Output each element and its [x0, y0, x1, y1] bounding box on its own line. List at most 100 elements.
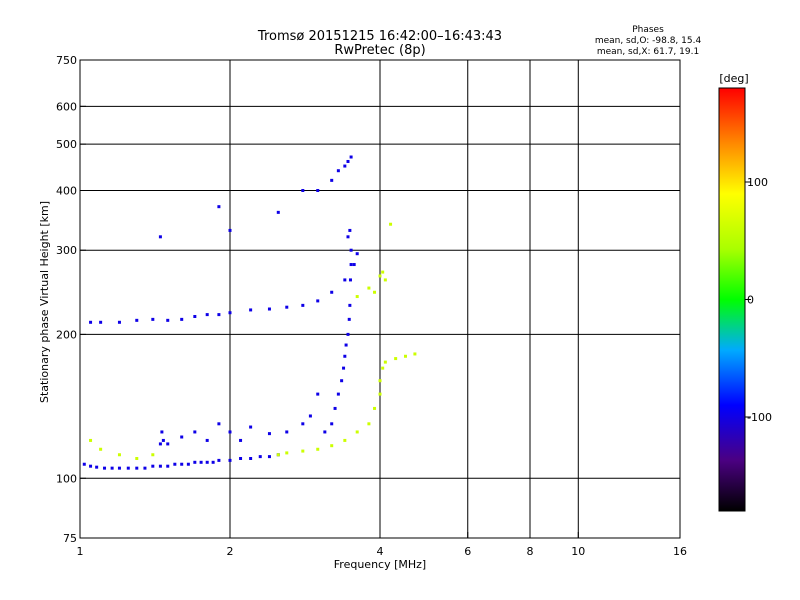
point-O-58: [89, 320, 93, 324]
point-O-14: [186, 462, 190, 466]
point-O-68: [228, 311, 232, 315]
x-tick-label-0: 1: [77, 545, 84, 558]
point-O-28: [161, 438, 165, 442]
point-X-23: [378, 274, 382, 278]
point-O-17: [205, 460, 209, 464]
point-O-60: [117, 320, 121, 324]
point-O-6: [126, 466, 130, 470]
point-O-49: [344, 343, 348, 347]
point-O-66: [205, 313, 209, 317]
x-tick-label-4: 8: [527, 545, 534, 558]
scatter-points: [82, 155, 417, 470]
x-axis-label: Frequency [MHz]: [334, 558, 426, 571]
point-O-61: [135, 318, 139, 322]
point-O-84: [158, 235, 162, 239]
axis-ticks: 1 2 4 6 8 10 16 75 100 200 300 400 500 600 750: [56, 54, 687, 558]
point-O-27: [160, 430, 164, 434]
point-O-15: [193, 460, 197, 464]
point-O-22: [249, 456, 253, 460]
point-O-39: [301, 422, 305, 426]
point-O-19: [217, 458, 221, 462]
point-O-38: [285, 430, 289, 434]
point-X-8: [373, 406, 377, 410]
y-tick-label-4: 400: [56, 184, 77, 197]
point-O-36: [249, 425, 253, 429]
point-O-20: [228, 458, 232, 462]
point-X-4: [330, 444, 334, 448]
point-X-21: [355, 295, 359, 299]
point-O-33: [217, 422, 221, 426]
point-O-35: [239, 438, 243, 442]
point-X-15: [413, 352, 417, 356]
y-tick-label-0: 75: [63, 532, 77, 545]
y-axis-label: Stationary phase Virtual Height [km]: [38, 201, 51, 403]
point-O-7: [135, 466, 139, 470]
point-O-26: [158, 442, 162, 446]
point-O-37: [267, 432, 271, 436]
point-O-87: [276, 210, 280, 214]
point-O-59: [99, 320, 103, 324]
point-X-24: [381, 270, 385, 274]
point-O-10: [158, 464, 162, 468]
point-X-16: [89, 438, 93, 442]
legend-title: Phases: [632, 25, 664, 35]
x-tick-label-6: 16: [673, 545, 687, 558]
y-tick-label-7: 750: [56, 54, 77, 67]
point-O-56: [348, 228, 352, 232]
point-X-14: [403, 354, 407, 358]
point-X-19: [135, 456, 139, 460]
y-tick-label-6: 600: [56, 100, 77, 113]
point-O-80: [336, 169, 340, 173]
point-O-23: [258, 455, 262, 459]
legend-line-o: mean, sd,O: -98.8, 15.4: [595, 36, 702, 46]
point-O-81: [343, 164, 347, 168]
point-O-82: [346, 159, 350, 163]
point-O-57: [346, 235, 350, 239]
point-X-7: [367, 422, 371, 426]
x-tick-label-3: 6: [464, 545, 471, 558]
point-O-40: [308, 414, 312, 418]
point-X-18: [117, 453, 121, 457]
point-O-31: [193, 430, 197, 434]
point-O-70: [267, 307, 271, 311]
point-O-0: [82, 462, 86, 466]
point-O-13: [180, 462, 184, 466]
legend-line-x: mean, sd,X: 61.7, 19.1: [597, 47, 699, 57]
point-O-21: [239, 456, 243, 460]
point-O-3: [103, 466, 107, 470]
point-O-2: [95, 465, 99, 469]
point-X-26: [373, 290, 377, 294]
point-O-74: [330, 290, 334, 294]
colorbar-ticks: 100 0 -100: [745, 176, 772, 424]
point-O-73: [316, 299, 320, 303]
point-X-12: [383, 360, 387, 364]
point-O-51: [347, 317, 351, 321]
point-X-22: [367, 286, 371, 290]
point-X-13: [394, 357, 398, 361]
x-tick-label-1: 2: [227, 545, 234, 558]
x-tick-label-5: 10: [571, 545, 585, 558]
point-O-24: [267, 455, 271, 459]
point-O-86: [228, 228, 232, 232]
point-O-65: [193, 314, 197, 318]
point-O-11: [166, 464, 170, 468]
point-O-29: [166, 442, 170, 446]
point-O-78: [316, 188, 320, 192]
point-O-34: [228, 430, 232, 434]
colorbar: [718, 87, 746, 512]
colorbar-label: [deg]: [719, 72, 748, 85]
point-O-48: [343, 354, 347, 358]
chart-subtitle: RwPretec (8p): [334, 43, 425, 58]
point-O-54: [349, 263, 353, 267]
point-O-50: [346, 332, 350, 336]
point-O-43: [330, 422, 334, 426]
point-O-62: [151, 317, 155, 321]
x-tick-label-2: 4: [377, 545, 384, 558]
point-O-75: [343, 278, 347, 282]
y-tick-label-2: 200: [56, 328, 77, 341]
colorbar-tick-label-2: -100: [747, 411, 772, 424]
point-O-5: [117, 466, 121, 470]
point-O-53: [348, 278, 352, 282]
point-O-77: [355, 252, 359, 256]
point-O-1: [89, 464, 93, 468]
